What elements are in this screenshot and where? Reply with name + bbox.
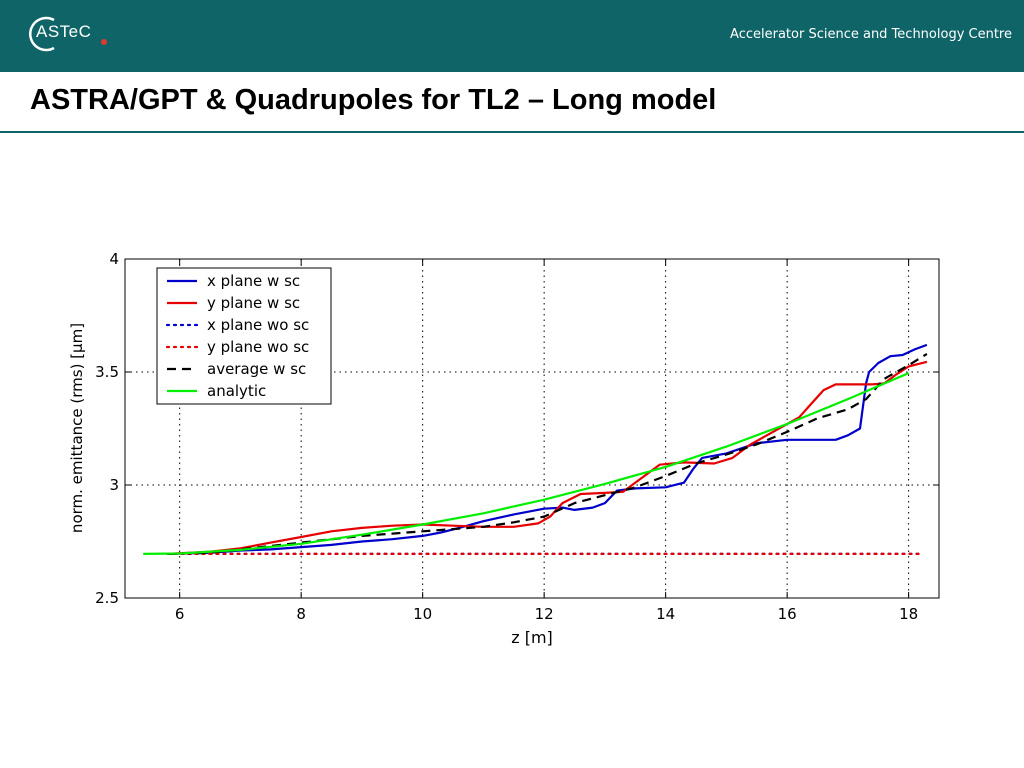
slide-title: ASTRA/GPT & Quadrupoles for TL2 – Long m… [30, 84, 717, 116]
astec-logo [29, 16, 107, 52]
y-tick-label: 3 [109, 476, 119, 494]
organization-name: Accelerator Science and Technology Centr… [730, 27, 1012, 42]
x-tick-label: 14 [656, 605, 675, 623]
legend-label: analytic [207, 382, 266, 400]
y-tick-label: 4 [109, 250, 119, 268]
x-tick-label: 16 [778, 605, 797, 623]
chart-legend: x plane w sc y plane w sc x plane wo sc y p… [156, 267, 332, 405]
legend-label: x plane wo sc [207, 316, 309, 334]
logo-text: ASTeC [36, 22, 92, 41]
x-axis-label: z [m] [511, 628, 553, 647]
series-line-y-plane-w-sc [167, 360, 928, 555]
title-divider [0, 131, 1024, 133]
y-tick-label: 2.5 [95, 589, 119, 607]
x-tick-label: 12 [535, 605, 554, 623]
plot-frame [124, 258, 940, 599]
series-lines [143, 343, 928, 556]
legend-label: x plane w sc [207, 272, 300, 290]
legend-label: y plane wo sc [207, 338, 309, 356]
y-tick-label: 3.5 [95, 363, 119, 381]
y-axis-label: norm. emittance (rms) [µm] [68, 323, 86, 533]
series-line-analytic [143, 372, 910, 555]
x-tick-label: 18 [899, 605, 918, 623]
x-tick-label: 10 [413, 605, 432, 623]
axis-ticks: 6 8 10 12 14 16 18 2.5 3 3.5 4 [95, 250, 939, 623]
x-tick-label: 8 [296, 605, 306, 623]
x-tick-label: 6 [175, 605, 185, 623]
legend-label: average w sc [207, 360, 306, 378]
legend-label: y plane w sc [207, 294, 300, 312]
header-bar: ASTeC Accelerator Science and Technology… [0, 0, 1024, 72]
legend-box [156, 267, 332, 405]
